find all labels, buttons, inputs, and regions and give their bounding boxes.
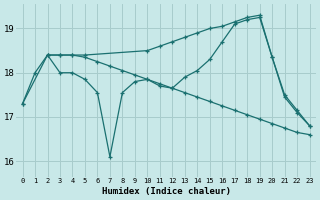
X-axis label: Humidex (Indice chaleur): Humidex (Indice chaleur) [101,187,231,196]
